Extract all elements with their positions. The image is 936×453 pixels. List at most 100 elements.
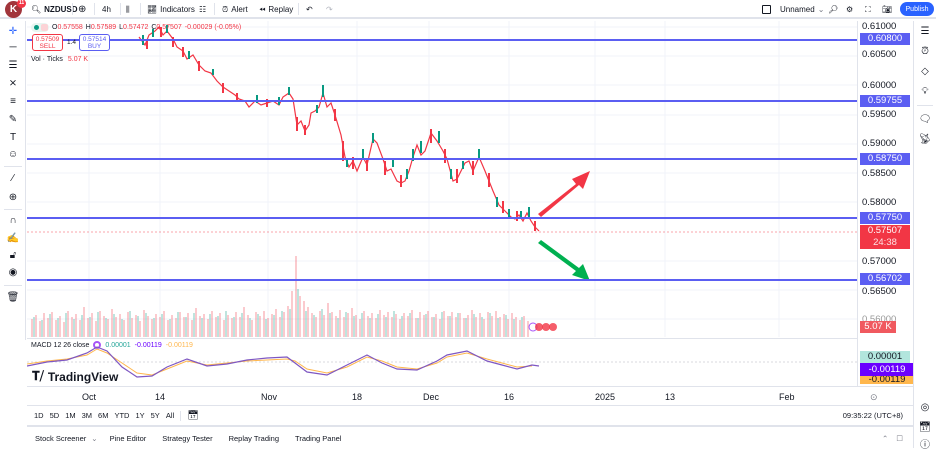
layout-selector[interactable]: Unnamed ⌄ — [762, 3, 824, 16]
signal-tag: -0.00119 — [860, 363, 914, 376]
pattern-icon[interactable]: ⨯ — [8, 78, 18, 89]
alert-button[interactable]: ⏰︎ Alert — [222, 4, 248, 15]
settings-icon[interactable] — [93, 341, 102, 349]
range-ytd[interactable]: YTD — [114, 411, 130, 420]
range-6m[interactable]: 6M — [98, 411, 109, 420]
calendar-icon[interactable]: 📅︎ — [918, 422, 932, 433]
replay-icon: ⏪︎ — [259, 4, 266, 14]
lock-icon[interactable]: 🔓︎ — [9, 250, 17, 261]
range-5d[interactable]: 5D — [49, 411, 60, 420]
level-line-0.60800[interactable] — [27, 39, 857, 41]
notification-badge: 11 — [17, 0, 26, 8]
templates-icon[interactable]: ☷ — [199, 5, 207, 14]
candlestick-chart — [27, 21, 857, 337]
range-3m[interactable]: 3M — [81, 411, 93, 420]
quick-search-icon[interactable]: 🔎︎ — [828, 5, 839, 14]
tab-strategy-tester[interactable]: Strategy Tester — [162, 434, 213, 443]
trash-icon[interactable]: 🗑︎ — [6, 292, 20, 303]
replay-button[interactable]: ⏪︎ Replay — [259, 4, 294, 15]
indicators-icon: 📈︎ — [147, 5, 158, 14]
layers-icon[interactable]: ◇ — [921, 66, 929, 77]
time-axis[interactable]: Oct 14 Nov 18 Dec 16 2025 13 Feb ⊙ — [27, 386, 913, 405]
redo-icon[interactable]: ↷ — [326, 5, 333, 14]
drawing-toolbar: ✛ ─ ☰ ⨯ ≡ ✎ T ☺ ∕ ⊕ ∩ ✍ 🔓︎ ◉ 🗑︎ — [0, 21, 26, 340]
trend-line-icon[interactable]: ─ — [9, 42, 17, 53]
top-toolbar: K 11 🔍︎ NZDUSD ⊕ 4h ⫼ 📈︎ Indicators ☷ ⏰︎… — [0, 0, 936, 19]
indicators-button[interactable]: 📈︎ Indicators — [147, 5, 195, 14]
price-scale[interactable]: 0.61000 0.60800 0.60500 0.60000 0.59755 … — [857, 21, 914, 386]
level-line-0.56702[interactable] — [27, 279, 857, 281]
alarm-clock-icon[interactable]: ⏰︎ — [921, 46, 929, 57]
macd-chart — [27, 346, 857, 378]
target-icon[interactable]: ◎ — [920, 402, 930, 413]
watchlist-icon[interactable]: ☰ — [920, 26, 930, 37]
tradingview-logo-icon: 𝐓⧸ — [32, 369, 44, 383]
brush-icon[interactable]: ✎ — [8, 114, 18, 125]
range-all[interactable]: All — [165, 411, 175, 420]
go-to-date-icon[interactable]: 📅︎ — [187, 410, 199, 420]
snapshot-icon[interactable]: 📷︎ — [882, 5, 893, 14]
interval-button[interactable]: 4h — [102, 5, 111, 14]
level-tag: 0.58750 — [860, 153, 910, 165]
range-1d[interactable]: 1D — [34, 411, 44, 420]
level-line-0.58750[interactable] — [27, 158, 857, 160]
maximize-panel-icon[interactable]: ☐ — [896, 434, 903, 443]
volume-tag: 5.07 K — [860, 321, 896, 333]
axis-settings-icon[interactable]: ⊙ — [870, 392, 878, 402]
eye-icon[interactable]: ◉ — [8, 267, 18, 278]
fib-retracement-icon[interactable]: ☰ — [8, 60, 18, 71]
level-line-0.57750[interactable] — [27, 217, 857, 219]
market-status-icon — [31, 23, 49, 32]
crosshair-icon[interactable]: ✛ — [8, 26, 18, 37]
chat-icon[interactable]: 🗨︎ — [918, 114, 932, 125]
undo-icon[interactable]: ↶ — [306, 5, 313, 14]
stay-drawing-icon[interactable]: ✍ — [6, 233, 20, 244]
macd-legend: MACD 12 26 close 0.00001 -0.00119 -0.001… — [31, 341, 193, 349]
magnet-icon[interactable]: ∩ — [9, 215, 17, 226]
collapse-panel-icon[interactable]: ⌃ — [881, 434, 889, 443]
emoji-icon[interactable]: ☺ — [7, 149, 19, 160]
spread-value: 1.4 — [67, 39, 77, 46]
level-line-0.59755[interactable] — [27, 100, 857, 102]
tradingview-watermark: 𝐓⧸ TradingView — [32, 369, 119, 384]
text-icon[interactable]: T — [9, 132, 17, 143]
current-price-tag: 0.57507 24:38 — [860, 225, 910, 249]
tab-trading-panel[interactable]: Trading Panel — [295, 434, 342, 443]
chevron-down-icon[interactable]: ⌄ — [91, 434, 98, 443]
macd-tag: 0.00001 — [860, 351, 910, 363]
help-icon[interactable]: ⓘ — [920, 440, 930, 451]
date-range-bar: 1D 5D 1M 3M 6M YTD 1Y 5Y All 📅︎ 09:35:22… — [27, 405, 913, 427]
symbol-name: NZDUSD — [44, 5, 78, 14]
macd-pane[interactable]: MACD 12 26 close 0.00001 -0.00119 -0.001… — [27, 338, 857, 386]
fullscreen-icon[interactable]: ⛶ — [865, 4, 871, 14]
ruler-icon[interactable]: ∕ — [12, 173, 14, 184]
streams-icon[interactable]: 📡︎ — [918, 134, 932, 145]
compare-symbol-icon[interactable]: ⊕ — [78, 4, 87, 15]
symbol-search-button[interactable]: 🔍︎ NZDUSD — [31, 3, 78, 16]
down-arrow-icon — [538, 240, 590, 281]
ohlc-legend: O 0.57558 H 0.57589 L 0.57472 C 0.57507 -0.0… — [31, 23, 241, 32]
tab-stock-screener[interactable]: Stock Screener — [35, 434, 87, 443]
settings-icon[interactable]: ⚙ — [846, 5, 854, 14]
range-1m[interactable]: 1M — [65, 411, 76, 420]
sell-button[interactable]: 0.57509 SELL — [32, 34, 63, 51]
candle-type-icon[interactable]: ⫼ — [126, 4, 130, 14]
user-avatar[interactable]: K 11 — [5, 0, 26, 18]
tab-replay-trading[interactable]: Replay Trading — [228, 434, 280, 443]
chevron-down-icon: ⌄ — [817, 5, 825, 14]
range-1y[interactable]: 1Y — [135, 411, 145, 420]
publish-button[interactable]: Publish — [900, 2, 934, 16]
buy-button[interactable]: 0.57514 BUY — [79, 34, 110, 51]
ideas-lightbulb-icon[interactable]: 💡︎ — [921, 86, 929, 97]
clock[interactable]: 09:35:22 (UTC+8) — [842, 411, 903, 420]
layout-checkbox-icon — [762, 5, 771, 14]
price-chart[interactable]: O 0.57558 H 0.57589 L 0.57472 C 0.57507 -0.0… — [27, 21, 857, 337]
range-5y[interactable]: 5Y — [150, 411, 160, 420]
bottom-panel-tabs: Stock Screener ⌄ Pine Editor Strategy Te… — [27, 429, 913, 448]
projection-icon[interactable]: ≡ — [10, 96, 16, 107]
tab-pine-editor[interactable]: Pine Editor — [109, 434, 147, 443]
zoom-in-icon[interactable]: ⊕ — [8, 192, 18, 203]
level-tag: 0.56702 — [860, 273, 910, 285]
level-tag: 0.60800 — [860, 33, 910, 45]
volume-legend: Vol · Ticks 5.07 K — [31, 56, 89, 63]
